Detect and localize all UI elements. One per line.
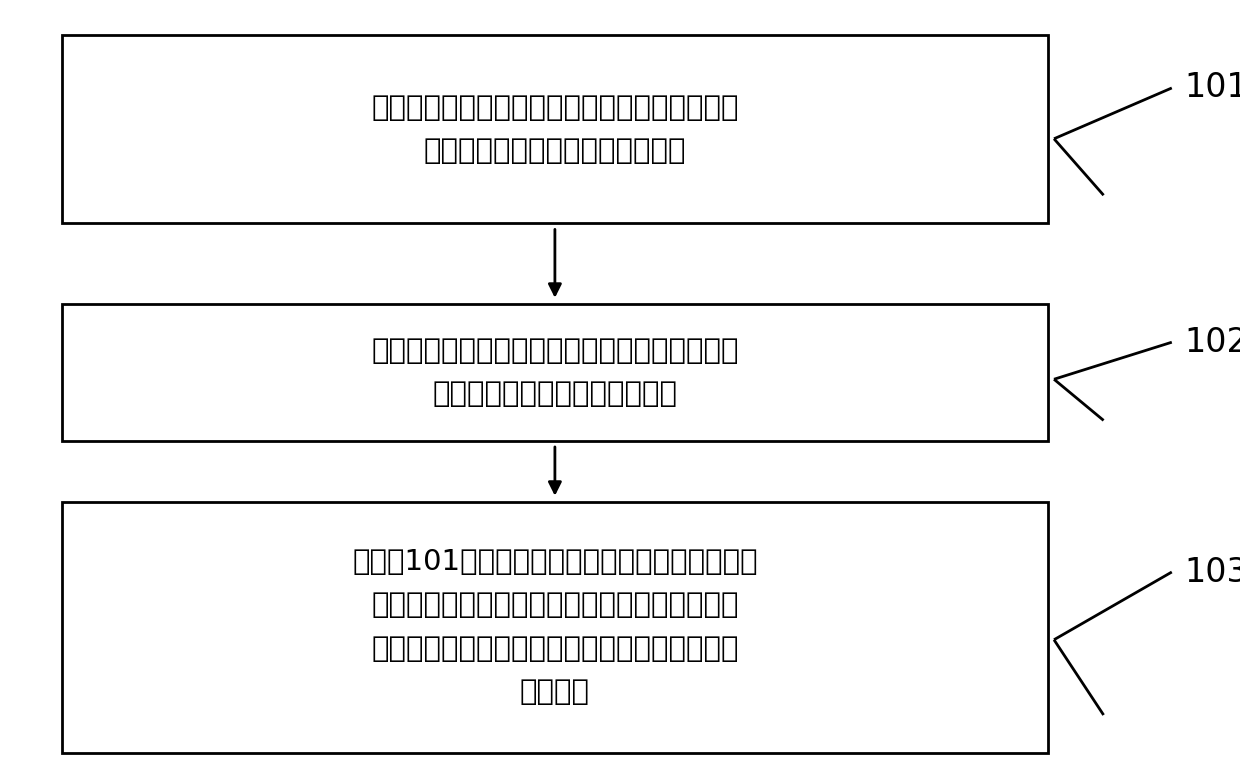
Text: 102: 102: [1184, 325, 1240, 359]
Text: 103: 103: [1184, 556, 1240, 589]
Text: 将步骤101中获取的第一火焰中心高度系数以热力
计算中火焰中心高度系数的经验计算公式为模板
进行数值拟合，获取修正后的火焰中心高度系数
计算公式: 将步骤101中获取的第一火焰中心高度系数以热力 计算中火焰中心高度系数的经验计算…: [352, 548, 758, 706]
Bar: [62, 35, 1048, 223]
Bar: [62, 502, 1048, 753]
Text: 分别对每个第一炉膛出口烟气温度进行计算，获
取对应的第一火焰中心高度系数: 分别对每个第一炉膛出口烟气温度进行计算，获 取对应的第一火焰中心高度系数: [371, 336, 739, 408]
Text: 通过数值模拟计算至少两个不同的第一燃尽风配
风率对应的第一炉膛出口烟气温度: 通过数值模拟计算至少两个不同的第一燃尽风配 风率对应的第一炉膛出口烟气温度: [371, 93, 739, 165]
Bar: [62, 303, 1048, 441]
Text: 101: 101: [1184, 71, 1240, 104]
